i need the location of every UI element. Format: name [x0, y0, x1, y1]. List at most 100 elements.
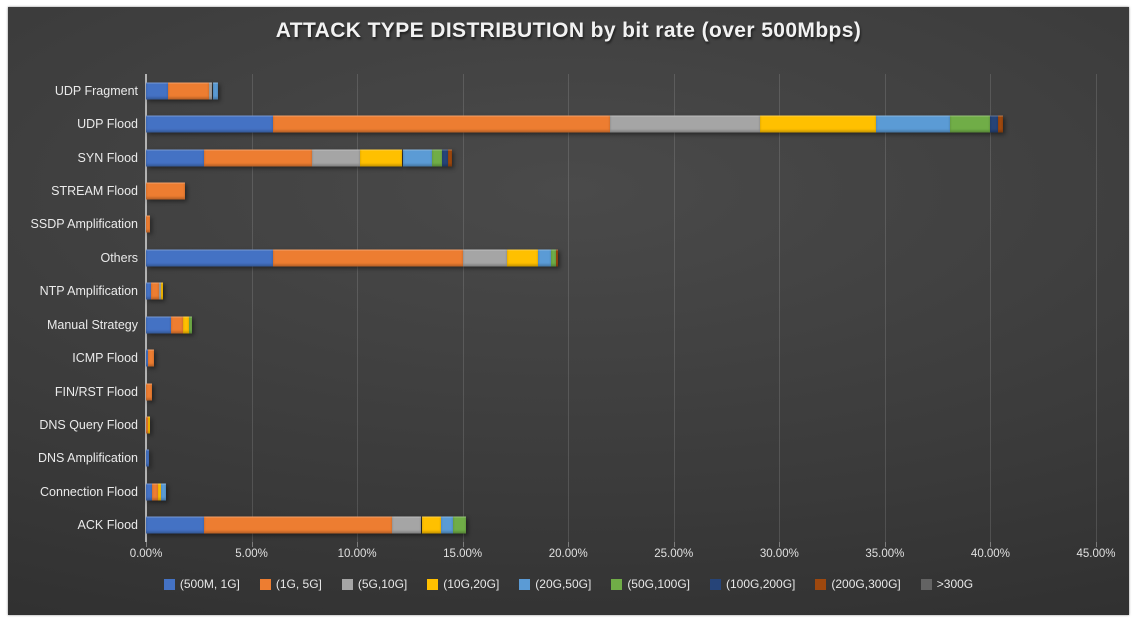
- gridline: [568, 74, 570, 542]
- legend-swatch-icon: [710, 578, 722, 590]
- x-axis-label: 30.00%: [759, 548, 799, 560]
- bar-segment: [204, 149, 312, 167]
- legend-swatch-icon: [163, 578, 175, 590]
- category-label: STREAM Flood: [51, 184, 138, 198]
- bar-segment: [551, 249, 556, 267]
- chart-container: ATTACK TYPE DISTRIBUTION by bit rate (ov…: [8, 7, 1129, 615]
- legend-label: (20G,50G]: [535, 577, 592, 591]
- bar-segment: [146, 182, 186, 200]
- gridline: [884, 74, 886, 542]
- bar-segment: [147, 416, 151, 434]
- legend-swatch-icon: [815, 578, 827, 590]
- stacked-bar: [146, 215, 1096, 233]
- stacked-bar: [146, 316, 1096, 334]
- bar-segment: [432, 149, 442, 167]
- bar-segment: [182, 316, 189, 334]
- legend-label: (50G,100G]: [627, 577, 691, 591]
- stacked-bar: [146, 282, 1096, 300]
- axis-tick: [357, 542, 359, 547]
- category-label: SYN Flood: [77, 150, 138, 165]
- legend-label: (5G,10G]: [357, 577, 408, 591]
- bar-segment: [209, 82, 213, 100]
- category-label: Manual Strategy: [46, 317, 138, 332]
- legend-item: (5G,10G]: [341, 577, 408, 591]
- category-label: NTP Amplification: [39, 284, 138, 299]
- legend-label: >300G: [936, 577, 974, 591]
- legend-item: (10G,20G]: [427, 577, 499, 591]
- stacked-bar: [146, 149, 1096, 167]
- gridline: [990, 74, 992, 542]
- bar-segment: [555, 249, 558, 267]
- axis-tick: [1096, 542, 1097, 547]
- bar-segment: [158, 282, 161, 300]
- bar-segment: [146, 416, 148, 434]
- bar-segment: [760, 115, 877, 133]
- category-label: SSDP Amplification: [30, 217, 138, 232]
- legend-item: (50G,100G]: [611, 577, 690, 591]
- bar-segment: [171, 316, 183, 334]
- legend-swatch-icon: [611, 578, 623, 590]
- bar-segment: [146, 383, 153, 401]
- x-axis-label: 5.00%: [235, 548, 268, 560]
- plot-area: UDP Fragment UDP Flood SYN Flood STREAM Flo…: [31, 74, 1097, 547]
- axis-tick: [568, 542, 570, 547]
- stacked-bar: [146, 249, 1096, 267]
- legend-swatch-icon: [920, 578, 932, 590]
- legend-item: (1G, 5G]: [259, 577, 322, 591]
- legend-label: (200G,300G]: [831, 577, 901, 591]
- category-label: DNS Query Flood: [39, 418, 138, 432]
- bar-segment: [188, 316, 193, 334]
- x-axis-label: 20.00%: [548, 548, 588, 560]
- category-label: UDP Flood: [77, 117, 138, 132]
- gridline: [251, 74, 253, 542]
- axis-tick: [990, 542, 992, 547]
- x-axis-labels: 0.00% 5.00% 10.00% 15.00% 20.00% 25.00% 30.00%…: [130, 548, 1116, 564]
- gridline: [779, 74, 781, 542]
- axis-tick: [146, 542, 147, 547]
- bar-segment: [610, 115, 761, 133]
- stacked-bar: [146, 483, 1096, 501]
- bar-segment: [272, 115, 611, 133]
- bar-segment: [146, 215, 151, 233]
- category-label: FIN/RST Flood: [54, 384, 138, 399]
- bar-segment: [146, 282, 152, 300]
- bar-segment: [168, 82, 210, 100]
- bar-segment: [311, 149, 361, 167]
- category-label: ACK Flood: [77, 518, 138, 533]
- category-label: Connection Flood: [40, 484, 138, 499]
- bar-segment: [146, 483, 153, 501]
- bar-segment: [402, 149, 433, 167]
- legend-swatch-icon: [341, 578, 353, 590]
- bar-segment: [160, 483, 167, 501]
- bar-segment: [990, 115, 998, 133]
- legend-item: (20G,50G]: [519, 577, 591, 591]
- x-axis-label: 10.00%: [337, 548, 377, 560]
- bar-segment: [360, 149, 403, 167]
- legend-label: (100G,200G]: [726, 577, 796, 591]
- gridline: [462, 74, 464, 542]
- stacked-bar: [146, 383, 1096, 401]
- bar-segment: [148, 349, 154, 367]
- bar-segment: [447, 149, 453, 167]
- stacked-bar: [146, 349, 1096, 367]
- axis-tick: [251, 542, 253, 547]
- legend-swatch-icon: [427, 578, 439, 590]
- axis-tick: [673, 542, 675, 547]
- stacked-bar: [146, 516, 1096, 534]
- bar-segment: [204, 516, 392, 534]
- bar-segment: [950, 115, 991, 133]
- bar-segment: [421, 516, 441, 534]
- gridline: [1096, 74, 1097, 542]
- gridline: [357, 74, 359, 542]
- legend: (500M, 1G] (1G, 5G] (5G,10G] (10G,20G] (20G,…: [8, 577, 1129, 591]
- bar-segment: [146, 516, 205, 534]
- category-label: Others: [100, 250, 138, 265]
- axis-tick: [779, 542, 781, 547]
- legend-item: (200G,300G]: [815, 577, 901, 591]
- legend-label: (10G,20G]: [443, 577, 500, 591]
- bar-segment: [146, 249, 273, 267]
- legend-item: (100G,200G]: [710, 577, 795, 591]
- bar-segment: [151, 282, 159, 300]
- bar-segment: [507, 249, 538, 267]
